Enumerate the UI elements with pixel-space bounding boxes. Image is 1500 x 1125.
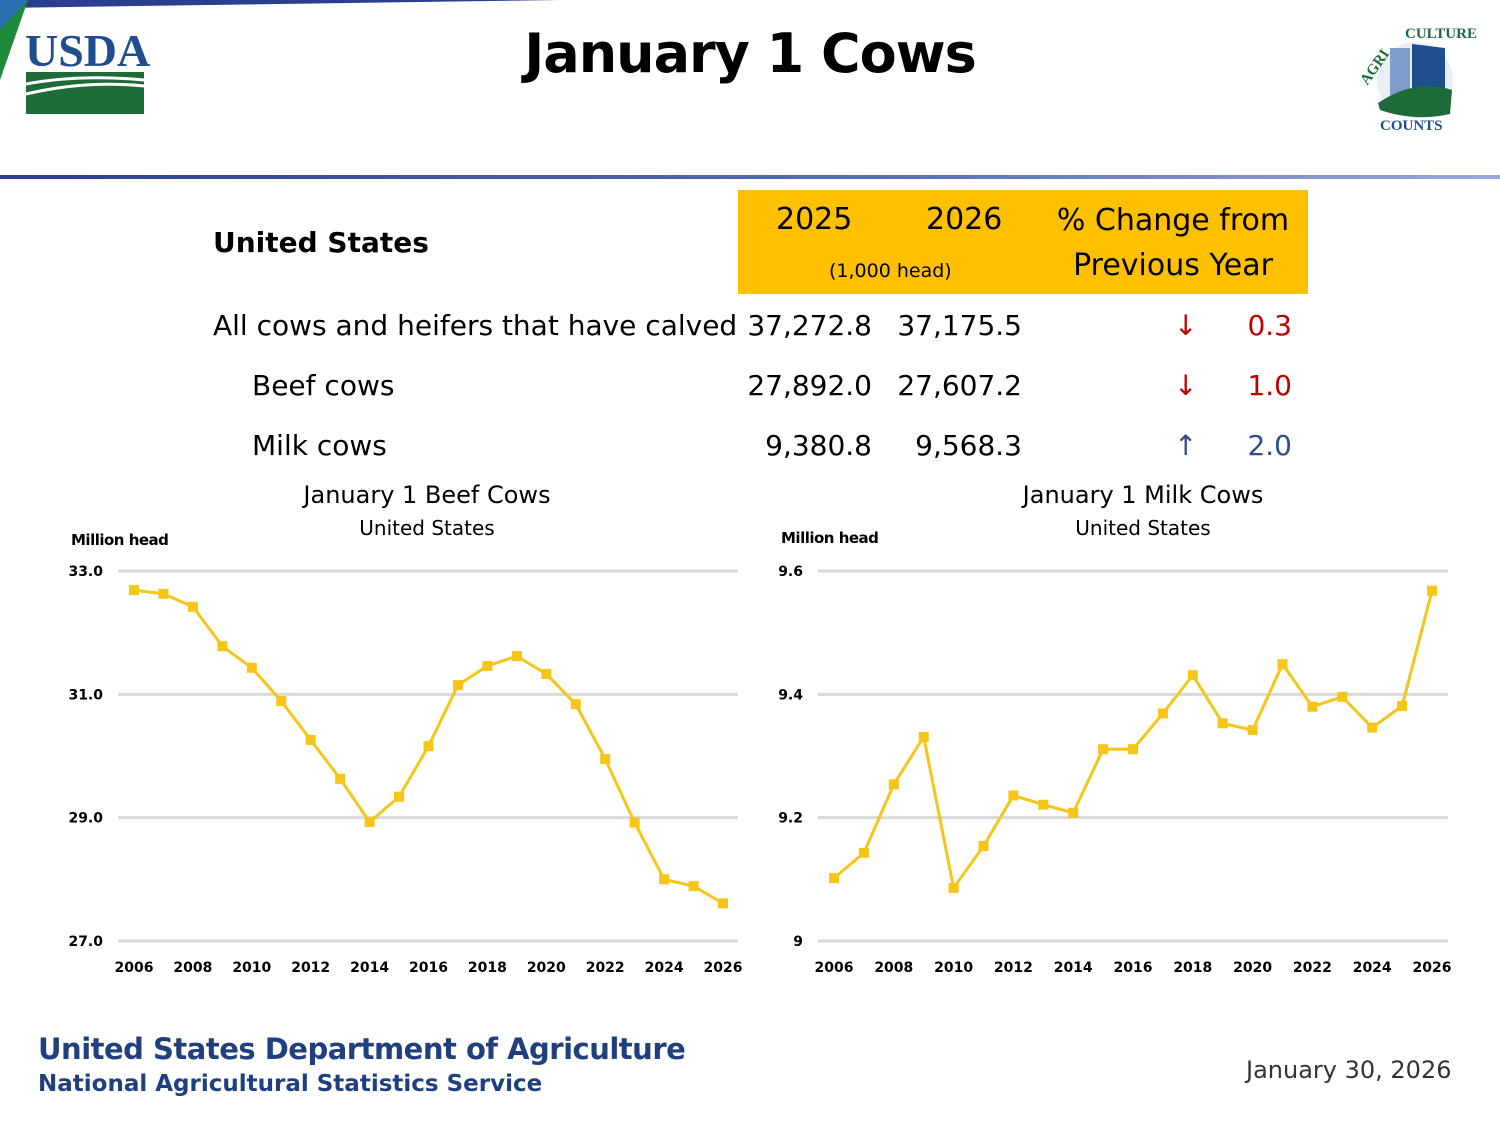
- beef-ytick-label: 27.0: [68, 934, 103, 950]
- svg-text:CULTURE: CULTURE: [1405, 26, 1477, 42]
- beef-xtick-label: 2008: [173, 960, 212, 976]
- arrow-down-icon: ↓: [1174, 369, 1198, 402]
- beef-data-point: [600, 754, 611, 765]
- col-header-pct-change: % Change from Previous Year: [1043, 198, 1303, 288]
- beef-data-point: [688, 881, 699, 892]
- beef-data-point: [129, 585, 139, 596]
- beef-data-point: [364, 816, 375, 827]
- beef-xtick-label: 2018: [468, 960, 507, 976]
- beef-xtick-label: 2010: [232, 960, 271, 976]
- pct-header-line2: Previous Year: [1073, 248, 1273, 283]
- beef-xtick-label: 2012: [291, 960, 330, 976]
- value-2025: 9,380.8: [765, 429, 872, 462]
- beef-xtick-label: 2024: [645, 960, 684, 976]
- footer-service: National Agricultural Statistics Service: [38, 1071, 543, 1097]
- beef-ytick-label: 33.0: [68, 564, 103, 580]
- value-2026: 9,568.3: [915, 429, 1022, 462]
- pct-header-line1: % Change from: [1056, 203, 1290, 238]
- beef-data-point: [541, 668, 552, 679]
- value-2025: 37,272.8: [747, 309, 872, 342]
- page-title: January 1 Cows: [524, 22, 977, 85]
- beef-ytick-label: 31.0: [68, 687, 103, 703]
- beef-data-point: [511, 651, 522, 662]
- beef-xtick-label: 2014: [350, 960, 389, 976]
- beef-xtick-label: 2026: [704, 960, 743, 976]
- arrow-down-icon: ↓: [1174, 309, 1198, 342]
- row-label: Milk cows: [252, 429, 387, 462]
- agriculture-counts-logo: AGRI CULTURE COUNTS: [1357, 26, 1477, 134]
- beef-data-point: [305, 734, 316, 745]
- beef-data-point: [335, 773, 346, 784]
- beef-chart-title: January 1 Beef Cows: [303, 481, 551, 509]
- row-label: Beef cows: [252, 369, 395, 402]
- svg-text:USDA: USDA: [25, 25, 150, 76]
- beef-data-point: [276, 696, 287, 707]
- beef-data-point: [158, 588, 169, 599]
- beef-data-point: [718, 898, 728, 909]
- beef-data-point: [452, 680, 463, 691]
- col-header-2025: 2025: [776, 202, 853, 237]
- beef-xtick-label: 2022: [586, 960, 625, 976]
- beef-xtick-label: 2016: [409, 960, 448, 976]
- beef-data-point: [187, 601, 198, 612]
- pct-change: 0.3: [1247, 309, 1292, 342]
- beef-xtick-label: 2006: [115, 960, 154, 976]
- beef-data-point: [659, 874, 670, 885]
- pct-change: 2.0: [1247, 429, 1292, 462]
- value-2026: 27,607.2: [897, 369, 1022, 402]
- table-header-highlight: [738, 190, 1308, 294]
- beef-data-point: [423, 741, 434, 752]
- pct-change: 1.0: [1247, 369, 1292, 402]
- beef-data-point: [217, 641, 228, 652]
- col-header-2026: 2026: [926, 202, 1003, 237]
- unit-label: (1,000 head): [829, 260, 952, 282]
- arrow-up-icon: ↑: [1174, 429, 1198, 462]
- table-region-label: United States: [213, 226, 429, 259]
- beef-data-point: [394, 791, 405, 802]
- milk-chart-subtitle: United States: [1075, 516, 1211, 540]
- footer-agency: United States Department of Agriculture: [38, 1032, 686, 1066]
- value-2025: 27,892.0: [747, 369, 872, 402]
- beef-xtick-label: 2020: [527, 960, 566, 976]
- usda-logo: USDA: [0, 0, 150, 114]
- beef-data-point: [246, 662, 257, 673]
- row-label: All cows and heifers that have calved: [213, 309, 738, 342]
- beef-data-point: [629, 817, 640, 828]
- header-divider: [0, 175, 1500, 179]
- milk-chart-ylabel: Million head: [781, 529, 879, 547]
- beef-chart-subtitle: United States: [359, 516, 495, 540]
- beef-chart-ylabel: Million head: [71, 531, 169, 549]
- milk-chart-title: January 1 Milk Cows: [1022, 481, 1264, 509]
- beef-data-point: [482, 660, 493, 671]
- value-2026: 37,175.5: [897, 309, 1022, 342]
- svg-text:COUNTS: COUNTS: [1380, 118, 1443, 134]
- release-date: January 30, 2026: [1246, 1056, 1452, 1084]
- beef-ytick-label: 29.0: [68, 811, 103, 827]
- header-band: [0, 0, 560, 8]
- beef-data-point: [570, 699, 581, 710]
